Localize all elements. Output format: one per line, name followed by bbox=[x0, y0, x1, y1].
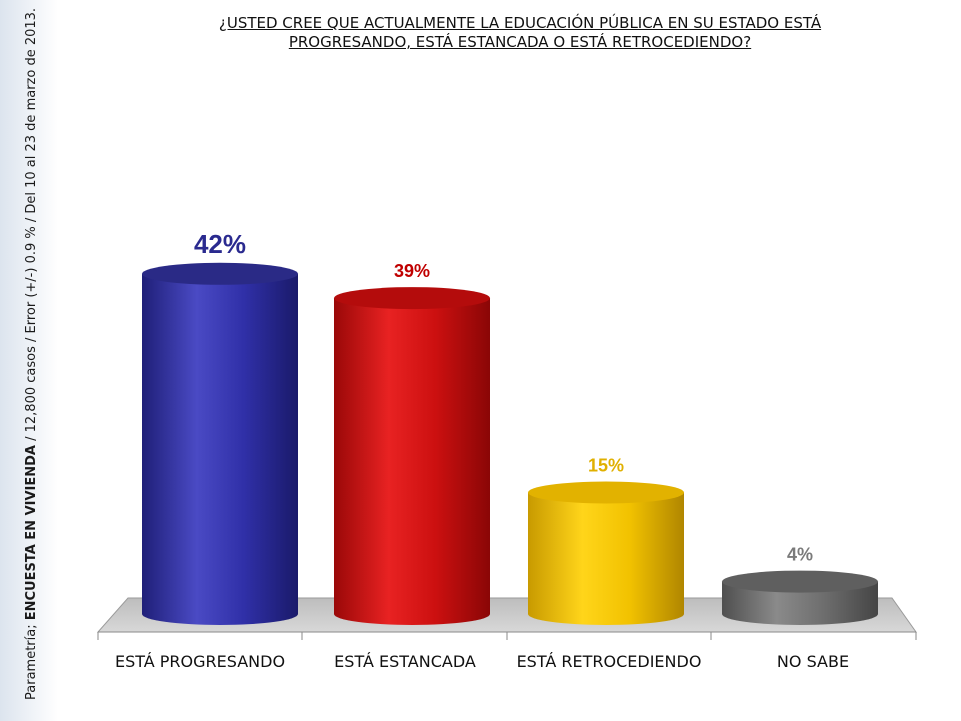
side-note: Parametría; ENCUESTA EN VIVIENDA / 12,80… bbox=[24, 0, 39, 700]
side-note-source: Parametría; bbox=[24, 620, 39, 700]
category-label: ESTÁ ESTANCADA bbox=[334, 652, 476, 671]
category-label: ESTÁ PROGRESANDO bbox=[115, 652, 285, 671]
bar-body bbox=[528, 492, 684, 625]
bar-body bbox=[722, 581, 878, 625]
category-label: ESTÁ RETROCEDIENDO bbox=[517, 652, 702, 671]
bar-body bbox=[142, 273, 298, 625]
data-label: 15% bbox=[588, 456, 624, 476]
category-label: NO SABE bbox=[777, 652, 849, 671]
chart-title: ¿USTED CREE QUE ACTUALMENTE LA EDUCACIÓN… bbox=[120, 14, 920, 52]
bar-top bbox=[142, 262, 298, 285]
bar-2 bbox=[334, 287, 490, 625]
data-label: 39% bbox=[394, 261, 430, 281]
bar-top bbox=[334, 287, 490, 310]
data-label: 4% bbox=[787, 545, 813, 565]
side-note-details: / 12,800 casos / Error (+/-) 0.9 % / Del… bbox=[24, 7, 39, 446]
chart-title-line1: ¿USTED CREE QUE ACTUALMENTE LA EDUCACIÓN… bbox=[218, 14, 822, 32]
bar-top bbox=[528, 481, 684, 504]
chart-title-line2: PROGRESANDO, ESTÁ ESTANCADA O ESTÁ RETRO… bbox=[288, 33, 752, 51]
bars-group bbox=[142, 262, 878, 625]
side-note-survey: ENCUESTA EN VIVIENDA bbox=[24, 445, 39, 621]
bar-top bbox=[722, 570, 878, 593]
bar-4 bbox=[722, 570, 878, 625]
side-strip bbox=[0, 0, 58, 721]
bar-1 bbox=[142, 262, 298, 625]
bar-body bbox=[334, 298, 490, 625]
bar-3 bbox=[528, 481, 684, 625]
data-label: 42% bbox=[194, 229, 246, 259]
